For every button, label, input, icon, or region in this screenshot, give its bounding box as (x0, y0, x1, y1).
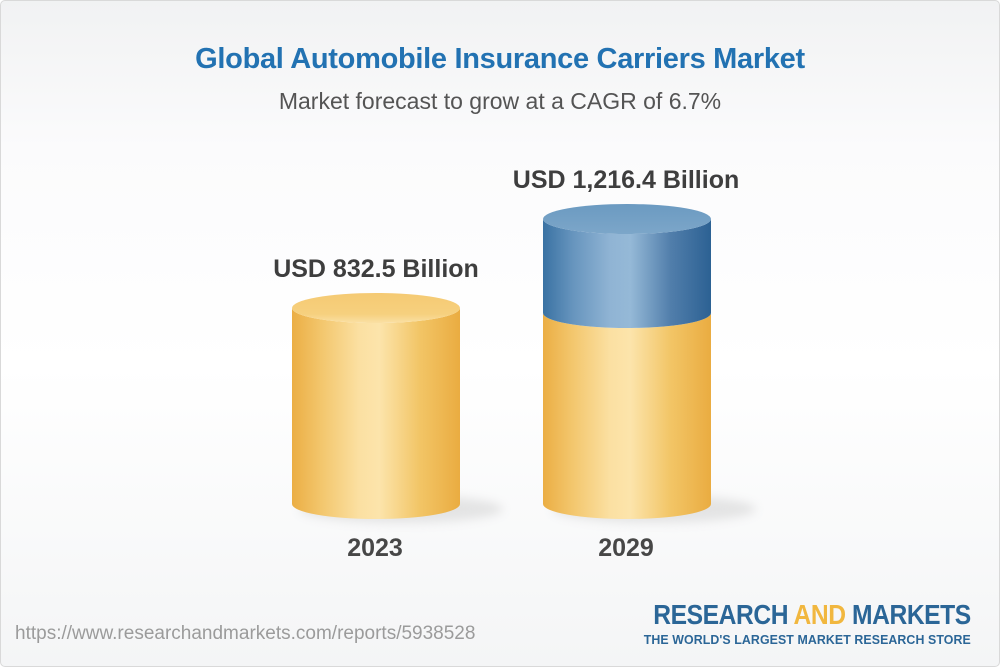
research-and-markets-logo: RESEARCH AND MARKETS THE WORLD'S LARGEST… (610, 601, 971, 647)
logo-word-and: AND (793, 599, 847, 630)
bar-2029-cylinder (543, 204, 711, 519)
value-label-2029: USD 1,216.4 Billion (512, 166, 740, 194)
logo-wordmark: RESEARCH AND MARKETS (653, 601, 971, 629)
logo-tagline: THE WORLD'S LARGEST MARKET RESEARCH STOR… (643, 632, 971, 647)
chart-title: Global Automobile Insurance Carriers Mar… (195, 43, 805, 75)
logo-word-research: RESEARCH (653, 599, 789, 630)
report-url: https://www.researchandmarkets.com/repor… (15, 623, 476, 644)
bar-2029-growth-segment (543, 219, 711, 328)
bar-2023-cylinder (292, 293, 460, 519)
category-label-2023: 2023 (347, 534, 403, 562)
chart-subtitle: Market forecast to grow at a CAGR of 6.7… (278, 88, 722, 114)
value-label-2023: USD 832.5 Billion (273, 255, 479, 283)
bar-2029-base-segment (543, 313, 711, 519)
category-label-2029: 2029 (598, 534, 654, 562)
logo-word-markets: MARKETS (852, 599, 971, 630)
